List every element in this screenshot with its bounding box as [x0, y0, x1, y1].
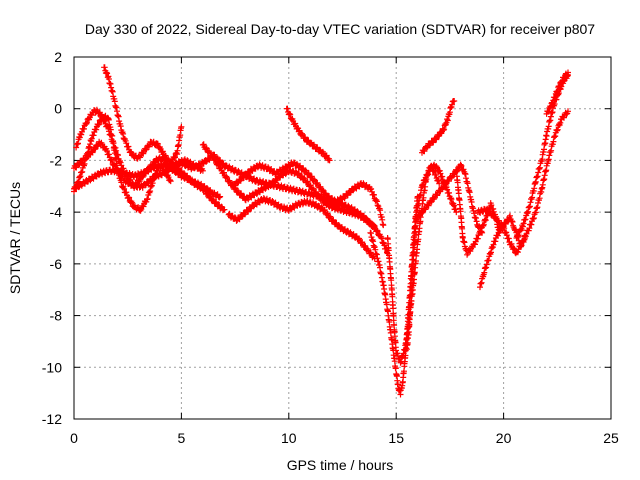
x-tick-label: 20 [496, 430, 512, 446]
track-markers [225, 195, 378, 262]
y-axis: -12 -10 -8 -6 -4 -2 0 2 [42, 49, 611, 427]
track-markers [230, 159, 387, 229]
track-markers [403, 161, 460, 353]
track-markers [543, 69, 571, 117]
grid [74, 57, 611, 419]
series-sat-track-14 [419, 98, 458, 156]
y-tick-label: -8 [50, 308, 63, 324]
data-points [71, 64, 571, 398]
y-tick-label: -12 [42, 411, 62, 427]
series-sat-track-9 [230, 159, 387, 229]
x-axis: 0 5 10 15 20 25 [70, 57, 619, 446]
y-tick-label: -4 [50, 204, 63, 220]
track-markers [474, 108, 571, 257]
track-markers [513, 72, 571, 241]
plot-area-frame [73, 56, 612, 420]
series-sat-track-20 [543, 69, 571, 117]
y-tick-label: 0 [54, 101, 62, 117]
y-axis-label: SDTVAR / TECUs [7, 182, 23, 294]
x-tick-label: 0 [70, 430, 78, 446]
chart-title: Day 330 of 2022, Sidereal Day-to-day VTE… [85, 21, 595, 37]
x-tick-label: 5 [178, 430, 186, 446]
series-sat-track-7 [199, 141, 378, 231]
series-sat-track-10 [283, 105, 333, 164]
track-markers [199, 141, 378, 231]
series-sat-track-19 [513, 72, 571, 241]
x-tick-label: 10 [281, 430, 297, 446]
x-tick-label: 15 [388, 430, 404, 446]
x-axis-label: GPS time / hours [287, 457, 394, 473]
track-markers [283, 105, 333, 164]
y-tick-label: -6 [50, 256, 63, 272]
series-sat-track-8 [225, 195, 378, 262]
x-tick-label: 25 [603, 430, 619, 446]
series-sat-track-13 [403, 161, 460, 353]
series-sat-track-4 [101, 64, 185, 167]
series-sat-track-18 [474, 108, 571, 257]
y-tick-label: -2 [50, 152, 63, 168]
track-markers [419, 98, 458, 156]
track-markers [101, 64, 185, 167]
y-tick-label: -10 [42, 359, 62, 375]
y-tick-label: 2 [54, 49, 62, 65]
